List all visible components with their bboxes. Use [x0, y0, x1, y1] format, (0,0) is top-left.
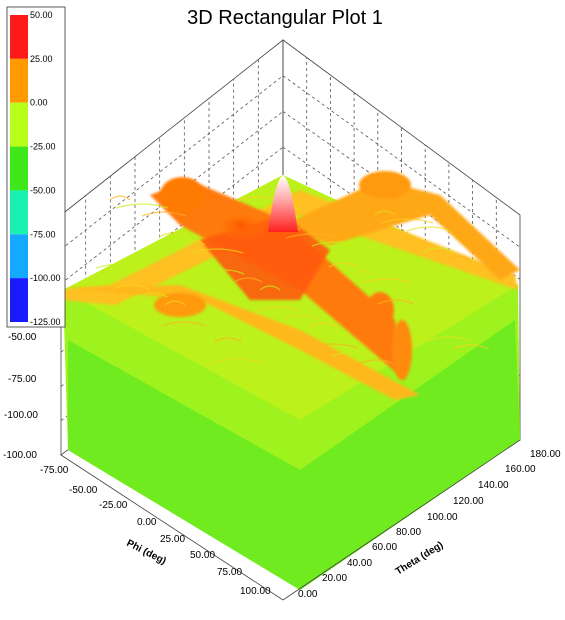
phi-tick: -100.00 [3, 450, 37, 461]
surface [63, 171, 520, 590]
theta-tick: 20.00 [322, 573, 347, 584]
legend-color-block [10, 102, 28, 147]
z-axis: -50.00 -75.00 -100.00 [4, 332, 38, 421]
legend-label: -100.00 [30, 273, 61, 283]
theta-tick: 60.00 [372, 542, 397, 553]
phi-tick: 25.00 [160, 534, 185, 545]
phi-tick: -75.00 [40, 465, 69, 476]
phi-tick: -25.00 [99, 500, 128, 511]
legend-color-block [10, 58, 28, 103]
theta-axis-label: Theta (deg) [394, 540, 446, 578]
legend-label: -125.00 [30, 317, 61, 327]
theta-tick: 0.00 [298, 589, 318, 600]
legend-color-block [10, 234, 28, 279]
theta-tick: 160.00 [505, 464, 536, 475]
phi-tick: 100.00 [240, 586, 271, 597]
legend-label: 50.00 [30, 10, 53, 20]
legend-label: -50.00 [30, 185, 56, 195]
legend-color-block [10, 146, 28, 191]
z-tick: -50.00 [8, 332, 37, 343]
legend-color-block [10, 190, 28, 235]
color-legend: 50.00 25.00 0.00 -25.00 -50.00 -75.00 -100.00 -… [6, 6, 66, 328]
phi-tick: 75.00 [217, 567, 242, 578]
phi-tick: 0.00 [137, 517, 157, 528]
legend-label: 0.00 [30, 98, 48, 108]
chart-title: 3D Rectangular Plot 1 [187, 7, 383, 29]
theta-tick: 100.00 [427, 512, 458, 523]
theta-tick: 40.00 [347, 558, 372, 569]
legend-label: 25.00 [30, 54, 53, 64]
legend-label: -75.00 [30, 229, 56, 239]
legend-label: -25.00 [30, 142, 56, 152]
phi-tick: 50.00 [190, 550, 215, 561]
theta-tick: 80.00 [396, 527, 421, 538]
theta-tick: 140.00 [478, 480, 509, 491]
z-tick: -75.00 [8, 374, 37, 385]
legend-color-block [10, 15, 28, 59]
theta-tick: 180.00 [530, 449, 561, 460]
phi-tick: -50.00 [69, 485, 98, 496]
legend-color-block [10, 278, 28, 322]
z-tick: -100.00 [4, 410, 38, 421]
theta-tick: 120.00 [453, 496, 484, 507]
